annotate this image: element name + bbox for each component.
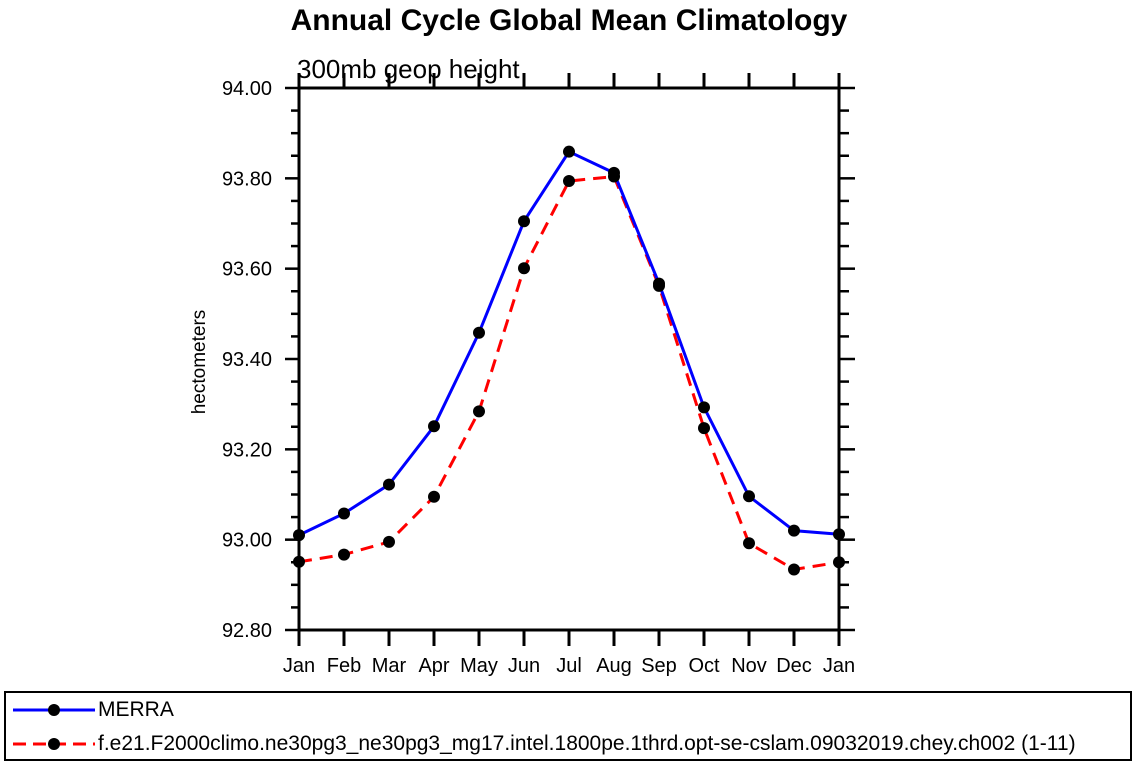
x-tick-label: Mar [372,655,407,677]
data-point-marker [743,490,755,503]
y-axis-label: hectometers [189,310,210,415]
x-tick-label: Sep [641,655,677,677]
data-point-marker [428,490,440,503]
chart-subtitle: 300mb geop height [297,54,520,84]
data-point-marker [608,170,620,183]
series-line-dashed [298,174,840,572]
legend-label: f.e21.F2000climo.ne30pg3_ne30pg3_mg17.in… [98,732,1076,755]
chart-title: Annual Cycle Global Mean Climatology [291,4,848,37]
chart-layer: Jan Feb Mar Apr May Jun Jul Aug Sep Oct Nov Dec Jan 9… [222,73,855,677]
data-point-marker [698,401,710,414]
x-tick-label: Jan [823,655,855,677]
data-point-marker [338,507,350,520]
data-point-marker [563,175,575,188]
x-tick-label: Aug [596,655,632,677]
data-point-marker [338,548,350,561]
data-point-marker [518,215,530,228]
legend-marker-icon [48,704,60,716]
y-tick-label: 94.00 [222,78,272,100]
x-tick-label: Dec [776,655,812,677]
y-tick-label: 92.80 [222,620,272,642]
data-point-marker [698,422,710,435]
legend-line-sample [13,704,95,716]
legend-item: f.e21.F2000climo.ne30pg3_ne30pg3_mg17.in… [12,730,1076,758]
x-tick-label: Oct [688,655,720,677]
x-tick-label: Jul [556,655,582,677]
data-point-marker [473,326,485,339]
legend: MERRA f.e21.F2000climo.ne30pg3_ne30pg3_m… [4,691,1132,761]
x-tick-label: Jun [508,655,540,677]
data-point-marker [743,537,755,550]
data-point-marker [428,420,440,433]
x-tick-label: Feb [327,655,361,677]
data-point-marker [653,279,665,292]
y-tick-label: 93.40 [222,349,272,371]
data-point-marker [833,528,845,541]
x-tick-label: May [460,655,498,677]
legend-marker-icon [48,738,60,750]
legend-label: MERRA [98,698,174,721]
data-point-marker [518,262,530,275]
x-tick-label: Nov [731,655,767,677]
data-point-marker [788,524,800,537]
x-tick-label: Apr [418,655,449,677]
y-tick-label: 93.20 [222,439,272,461]
data-point-marker [293,555,305,568]
series-line-solid [298,149,840,537]
y-tick-label: 93.00 [222,530,272,552]
x-tick-label: Jan [283,655,315,677]
legend-line-sample [13,738,95,750]
data-point-marker [563,145,575,158]
y-tick-label: 93.60 [222,259,272,281]
data-point-marker [293,529,305,542]
plot-area: Annual Cycle Global Mean Climatology 300… [189,4,855,677]
data-point-marker [788,563,800,576]
data-point-marker [473,405,485,418]
legend-item: MERRA [12,696,174,724]
data-point-marker [833,556,845,569]
data-point-marker [383,535,395,548]
y-tick-label: 93.80 [222,168,272,190]
data-point-marker [383,478,395,491]
